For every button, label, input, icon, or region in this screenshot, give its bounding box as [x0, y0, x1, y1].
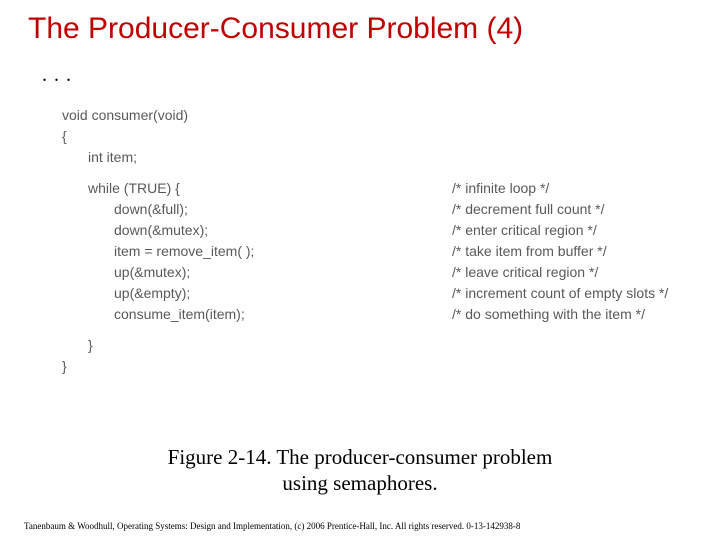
copyright-footer: Tanenbaum & Woodhull, Operating Systems:…: [24, 521, 520, 531]
code-comment: /* increment count of empty slots */: [452, 283, 668, 304]
code-comment: /* infinite loop */: [452, 178, 549, 199]
code-line: }: [62, 335, 452, 356]
figure-caption: Figure 2-14. The producer-consumer probl…: [0, 444, 720, 497]
code-comment: /* enter critical region */: [452, 220, 597, 241]
code-comment: /* leave critical region */: [452, 262, 598, 283]
code-line: up(&empty);: [62, 283, 452, 304]
code-comment: /* decrement full count */: [452, 199, 605, 220]
code-line: down(&mutex);: [62, 220, 452, 241]
code-line: }: [62, 356, 452, 377]
continuation-ellipsis: . . .: [0, 46, 720, 87]
caption-line-2: using semaphores.: [282, 471, 437, 495]
caption-line-1: Figure 2-14. The producer-consumer probl…: [168, 445, 553, 469]
code-line: up(&mutex);: [62, 262, 452, 283]
code-line: while (TRUE) {: [62, 178, 452, 199]
code-line: consume_item(item);: [62, 304, 452, 325]
code-line: int item;: [62, 147, 452, 168]
code-comment: /* do something with the item */: [452, 304, 645, 325]
code-block: void consumer(void) { int item; while (T…: [0, 87, 720, 377]
code-line: {: [62, 126, 452, 147]
code-comment: /* take item from buffer */: [452, 241, 607, 262]
code-line: void consumer(void): [62, 105, 452, 126]
code-line: down(&full);: [62, 199, 452, 220]
slide-title: The Producer-Consumer Problem (4): [0, 0, 720, 46]
code-line: item = remove_item( );: [62, 241, 452, 262]
